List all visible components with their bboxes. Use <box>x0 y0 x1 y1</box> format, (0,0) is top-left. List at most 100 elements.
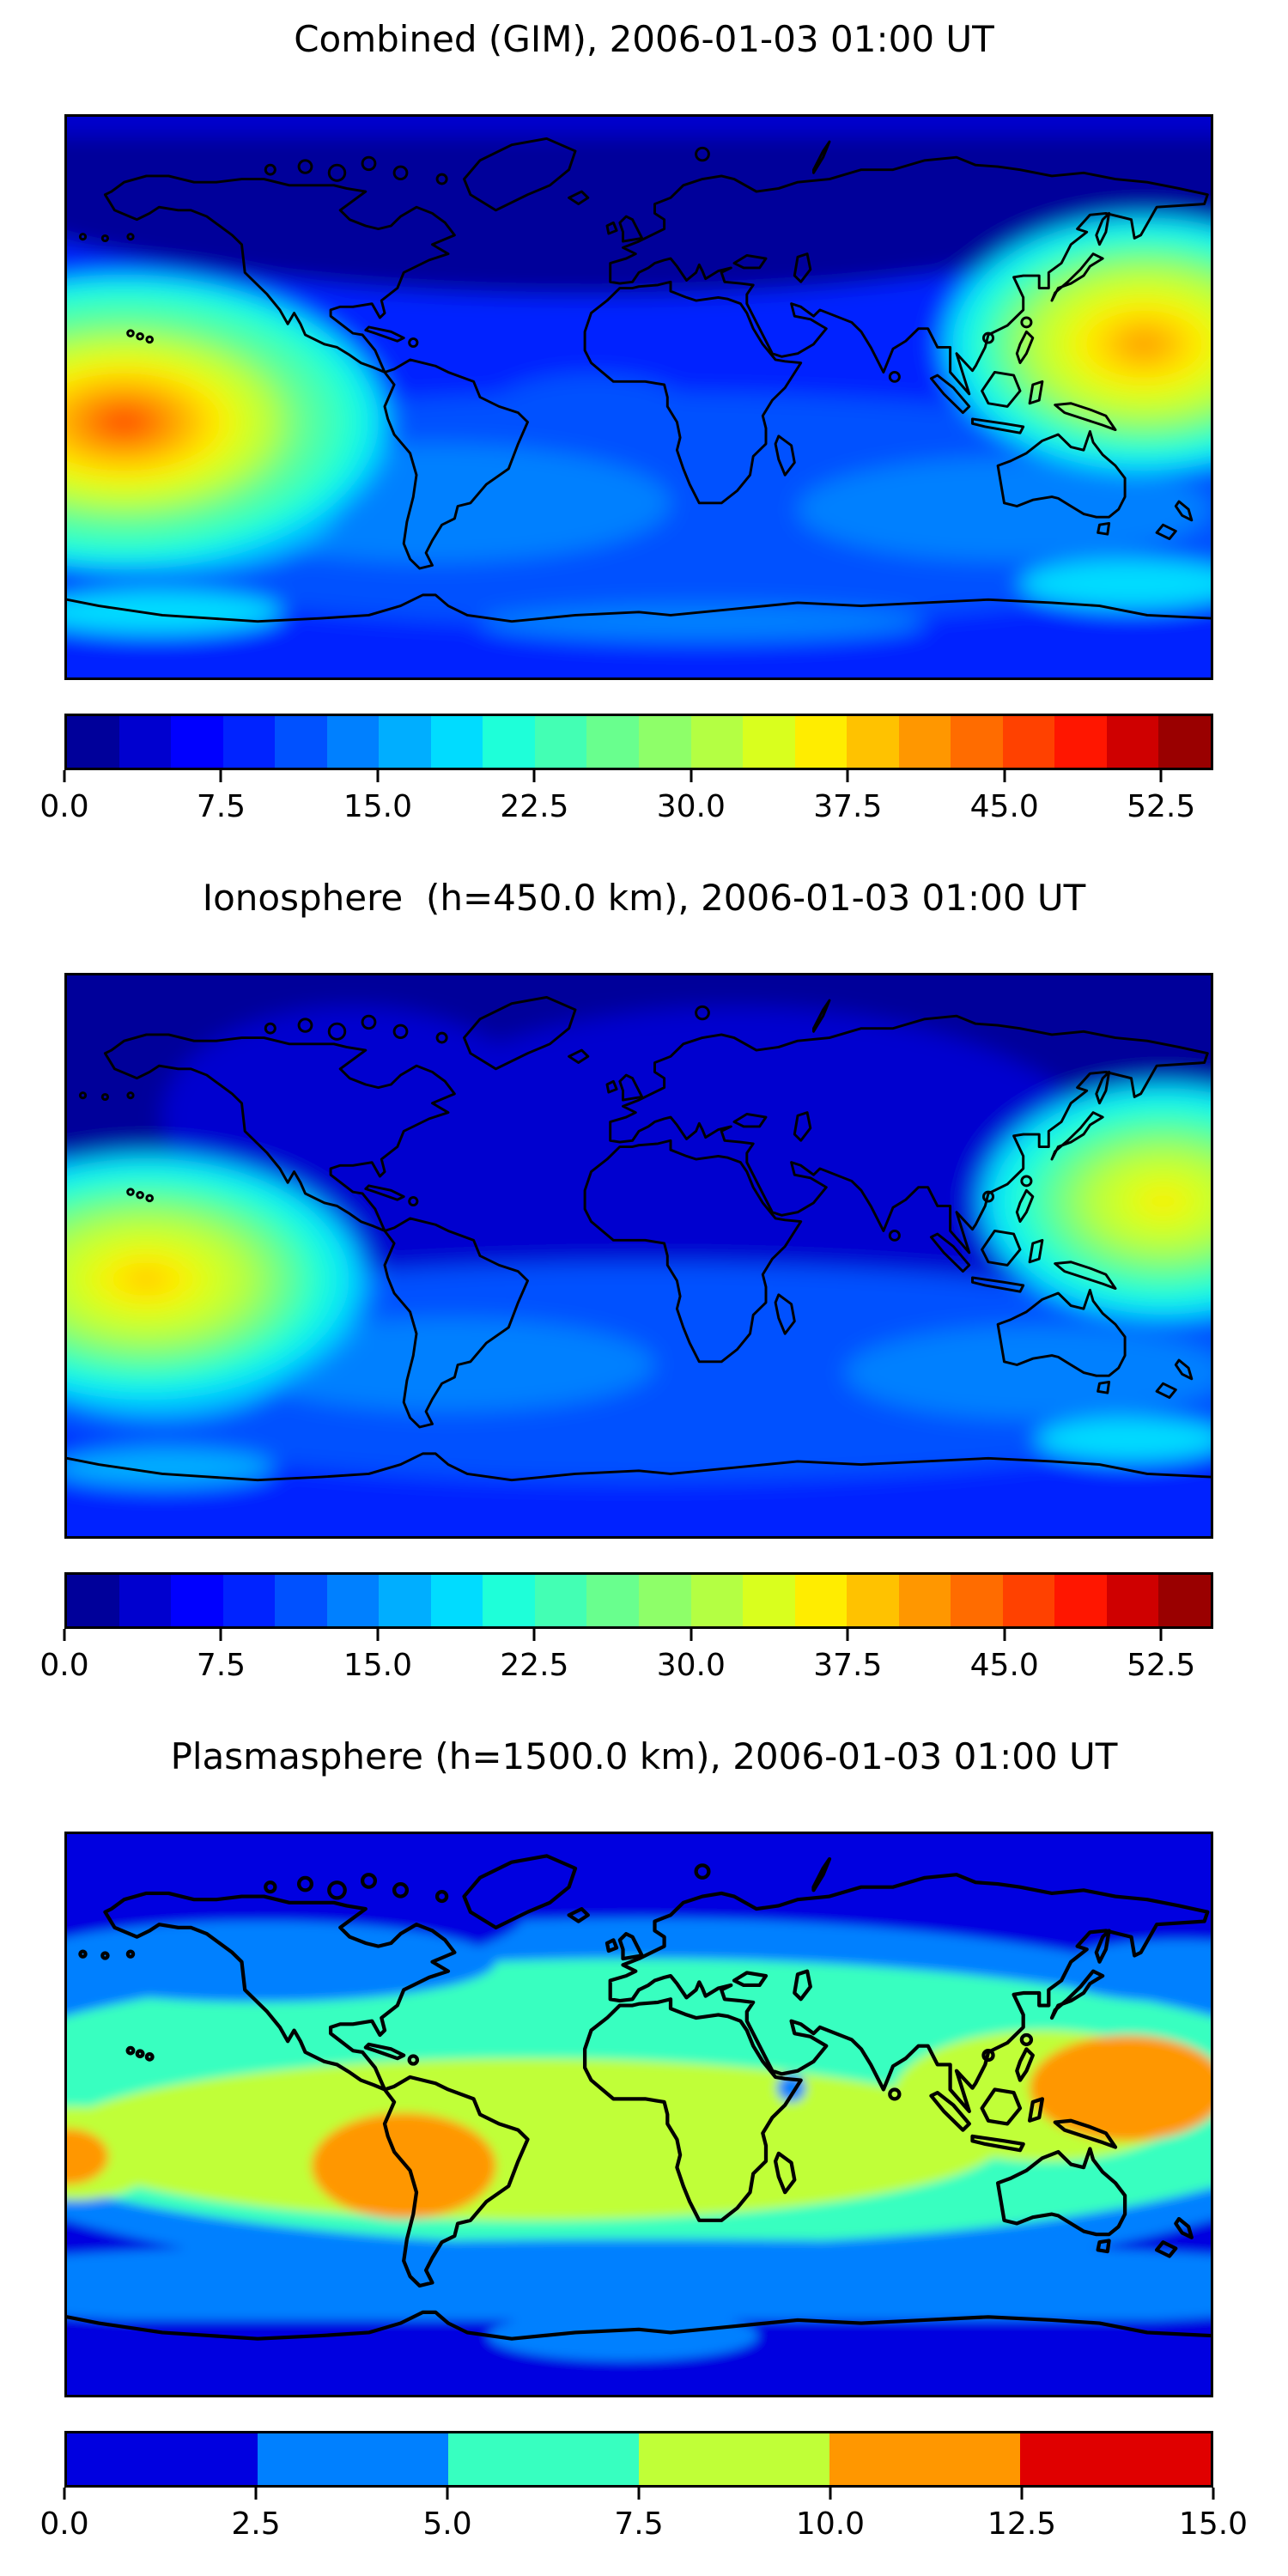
map-plasmasphere <box>64 1832 1213 2397</box>
colorbar <box>64 2431 1213 2488</box>
colorbar-segment <box>1054 1575 1107 1626</box>
colorbar-segment <box>794 1575 848 1626</box>
colorbar-segment <box>1158 1575 1212 1626</box>
colorbar-tick <box>1003 770 1006 782</box>
colorbar-tick <box>219 1629 222 1641</box>
map-combined <box>64 114 1213 680</box>
colorbar-segment <box>1106 1575 1159 1626</box>
colorbar-tick-label: 37.5 <box>813 1648 883 1683</box>
colorbar-segment <box>326 1575 380 1626</box>
colorbar-tick <box>637 2488 641 2500</box>
colorbar-tick-label: 5.0 <box>422 2506 472 2542</box>
colorbar-segment <box>847 716 899 768</box>
colorbar-segment <box>483 1575 535 1626</box>
colorbar-tick-label: 37.5 <box>813 789 883 824</box>
colorbar-segment <box>118 716 172 768</box>
colorbar-segment <box>171 1575 223 1626</box>
colorbar-segment <box>586 716 640 768</box>
colorbar-segment <box>534 716 587 768</box>
colorbar-segment <box>898 1575 951 1626</box>
colorbar-tick-label: 52.5 <box>1127 789 1196 824</box>
colorbar-tick-label: 0.0 <box>39 789 89 824</box>
colorbar-tick-label: 2.5 <box>231 2506 281 2542</box>
colorbar-ticks: 0.0 7.5 15.0 22.5 30.0 37.5 45.0 52.5 <box>39 770 1213 843</box>
colorbar <box>64 714 1213 770</box>
colorbar-segment <box>1002 1575 1055 1626</box>
colorbar-tick-label: 15.0 <box>343 1648 412 1683</box>
colorbar-tick-label: 45.0 <box>969 1648 1039 1683</box>
colorbar-segment <box>483 716 535 768</box>
colorbar-tick <box>1159 770 1163 782</box>
colorbar-tick-label: 30.0 <box>656 789 726 824</box>
tec-field <box>67 117 1211 677</box>
colorbar-segment <box>67 1575 119 1626</box>
colorbar-segment <box>639 1575 691 1626</box>
world-map-svg <box>67 1834 1211 2395</box>
colorbar-segment <box>171 716 223 768</box>
colorbar-tick <box>376 1629 380 1641</box>
colorbar-tick-label: 52.5 <box>1127 1648 1196 1683</box>
colorbar-segment <box>829 2433 1020 2485</box>
colorbar-segment <box>67 2433 258 2485</box>
colorbar-tick-label: 15.0 <box>1178 2506 1249 2542</box>
colorbar-segment <box>690 1575 744 1626</box>
colorbar-tick <box>446 2488 449 2500</box>
colorbar-tick-label: 22.5 <box>500 789 569 824</box>
colorbar-segment <box>534 1575 587 1626</box>
colorbar-tick-label: 30.0 <box>656 1648 726 1683</box>
colorbar-tick <box>1020 2488 1024 2500</box>
colorbar-tick <box>63 1629 66 1641</box>
colorbar-ticks: 0.0 2.5 5.0 7.5 10.0 12.5 15.0 <box>39 2488 1248 2561</box>
colorbar-segment <box>951 1575 1003 1626</box>
colorbar-segment <box>639 2433 829 2485</box>
colorbar-tick-label: 7.5 <box>614 2506 664 2542</box>
world-map-svg <box>67 117 1211 677</box>
colorbar-tick <box>532 1629 536 1641</box>
colorbar-segment <box>1002 716 1055 768</box>
colorbar-segment <box>430 1575 483 1626</box>
colorbar-segment <box>67 716 119 768</box>
colorbar-segment <box>898 716 951 768</box>
colorbar-tick <box>63 770 66 782</box>
colorbar-tick <box>254 2488 258 2500</box>
colorbar-segment <box>690 716 744 768</box>
colorbar-tick <box>846 1629 849 1641</box>
panel-title: Ionosphere (h=450.0 km), 2006-01-03 01:0… <box>202 877 1086 919</box>
map-ionosphere <box>64 973 1213 1539</box>
colorbar-tick <box>846 770 849 782</box>
colorbar <box>64 1572 1213 1629</box>
colorbar-tick-label: 15.0 <box>343 789 412 824</box>
colorbar-segment <box>430 716 483 768</box>
colorbar-segment <box>1106 716 1159 768</box>
colorbar-tick <box>1159 1629 1163 1641</box>
tec-field <box>67 975 1211 1536</box>
colorbar-segment <box>326 716 380 768</box>
colorbar-tick <box>63 2488 66 2500</box>
colorbar-tick <box>829 2488 832 2500</box>
panel-plasmasphere: Plasmasphere (h=1500.0 km), 2006-01-03 0… <box>0 1717 1288 2576</box>
panel-ionosphere: Ionosphere (h=450.0 km), 2006-01-03 01:0… <box>0 859 1288 1717</box>
colorbar-tick <box>690 1629 693 1641</box>
colorbar-segment <box>379 1575 431 1626</box>
colorbar-tick <box>532 770 536 782</box>
colorbar-tick-label: 0.0 <box>39 1648 89 1683</box>
colorbar-segment <box>275 716 327 768</box>
panel-title: Combined (GIM), 2006-01-03 01:00 UT <box>294 18 994 60</box>
colorbar-segment <box>222 716 276 768</box>
colorbar-tick <box>219 770 222 782</box>
tec-field <box>67 1834 1211 2395</box>
colorbar-segment <box>639 716 691 768</box>
colorbar-tick-label: 7.5 <box>196 1648 246 1683</box>
colorbar-tick <box>376 770 380 782</box>
colorbar-ticks: 0.0 7.5 15.0 22.5 30.0 37.5 45.0 52.5 <box>39 1629 1213 1702</box>
colorbar-segment <box>743 716 795 768</box>
colorbar-segment <box>448 2433 639 2485</box>
colorbar-segment <box>118 1575 172 1626</box>
colorbar-segment <box>847 1575 899 1626</box>
panel-combined: Combined (GIM), 2006-01-03 01:00 UT <box>0 0 1288 859</box>
colorbar-tick <box>690 770 693 782</box>
colorbar-tick-label: 10.0 <box>795 2506 866 2542</box>
colorbar-tick <box>1212 2488 1215 2500</box>
colorbar-segment <box>586 1575 640 1626</box>
colorbar-segment <box>794 716 848 768</box>
